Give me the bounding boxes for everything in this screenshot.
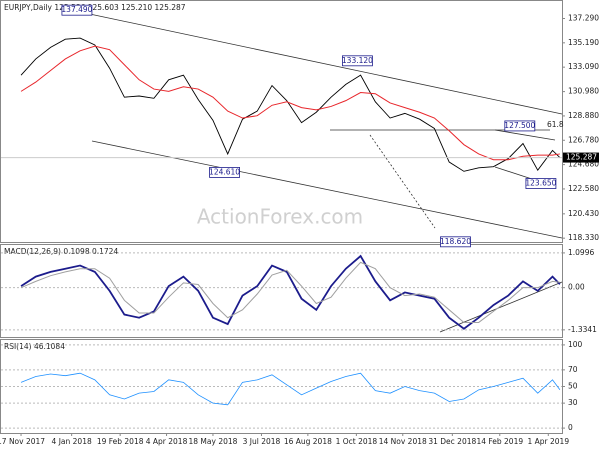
annotation-label: 133.120 (342, 56, 373, 65)
annotation-label: 127.500 (504, 121, 535, 130)
triangle-top (494, 129, 556, 141)
x-tick-label: 19 Feb 2018 (97, 437, 144, 446)
x-tick-label: 3 Jul 2018 (243, 437, 281, 446)
series-line (20, 37, 561, 172)
x-tick-label: 4 Jan 2018 (52, 437, 92, 446)
y-tick-label: 118.330 (568, 233, 599, 242)
price-panel (0, 0, 563, 243)
annotation-box (440, 236, 471, 248)
last-price-box (563, 152, 599, 163)
panel-title: RSI(14) 46.1084 (4, 342, 65, 351)
x-tick-label: 31 Dec 2018 (428, 437, 476, 446)
y-tick-label: 130.980 (568, 87, 599, 96)
annotation-box (209, 167, 240, 178)
y-tick-label: 0 (568, 423, 573, 432)
series-line (20, 261, 560, 323)
y-tick-label: 128.880 (568, 111, 599, 120)
y-tick-label: -1.3341 (568, 325, 597, 334)
series-line (20, 254, 561, 330)
annotation-label: 124.610 (209, 167, 240, 176)
y-tick-label: 100 (568, 340, 583, 349)
y-tick-label: 50 (568, 382, 578, 391)
macd-support (439, 281, 563, 333)
y-tick-label: 120.430 (568, 209, 599, 218)
annotation-label: 123.650 (525, 179, 556, 188)
y-tick-label: 1.0996 (568, 248, 594, 257)
y-tick-label: 137.290 (568, 13, 599, 22)
y-tick-label: 122.580 (568, 184, 599, 193)
x-tick-label: 1 Apr 2019 (527, 437, 569, 446)
triangle-bottom (494, 166, 536, 181)
macd-panel (0, 244, 563, 338)
x-tick-label: 1 Oct 2018 (336, 437, 378, 446)
last-price-label: 125.287 (566, 153, 597, 162)
x-tick-label: 4 Apr 2018 (146, 437, 188, 446)
x-tick-label: 18 May 2018 (189, 437, 238, 446)
fib-label: 61.8 (547, 120, 564, 129)
y-tick-label: 126.780 (568, 135, 599, 144)
x-tick-label: 17 Nov 2017 (0, 437, 45, 446)
y-tick-label: 0.00 (568, 283, 585, 292)
channel-upper (84, 12, 563, 115)
y-tick-label: 30 (568, 398, 578, 407)
y-tick-label: 133.090 (568, 62, 599, 71)
dashed-projection (369, 134, 436, 229)
y-tick-label: 70 (568, 365, 578, 374)
annotation-box (342, 55, 373, 67)
watermark: ActionForex.com (197, 205, 363, 229)
x-tick-label: 14 Nov 2018 (379, 437, 427, 446)
annotation-box (61, 4, 93, 16)
annotation-label: 118.620 (440, 237, 471, 246)
y-tick-label: 135.190 (568, 38, 599, 47)
annotation-box (525, 178, 557, 189)
series-line (20, 372, 561, 406)
annotation-box (504, 120, 536, 132)
x-tick-label: 16 Aug 2018 (284, 437, 332, 446)
y-tick-label: 124.680 (568, 160, 599, 169)
panel-title: EURJPY,Daily 125.586 125.603 125.210 125… (4, 3, 186, 12)
panel-title: MACD(12,26,9) 0.1098 0.1724 (4, 247, 118, 256)
x-tick-label: 14 Feb 2019 (476, 437, 523, 446)
annotation-label: 137.490 (61, 5, 92, 14)
series-line (20, 45, 560, 161)
